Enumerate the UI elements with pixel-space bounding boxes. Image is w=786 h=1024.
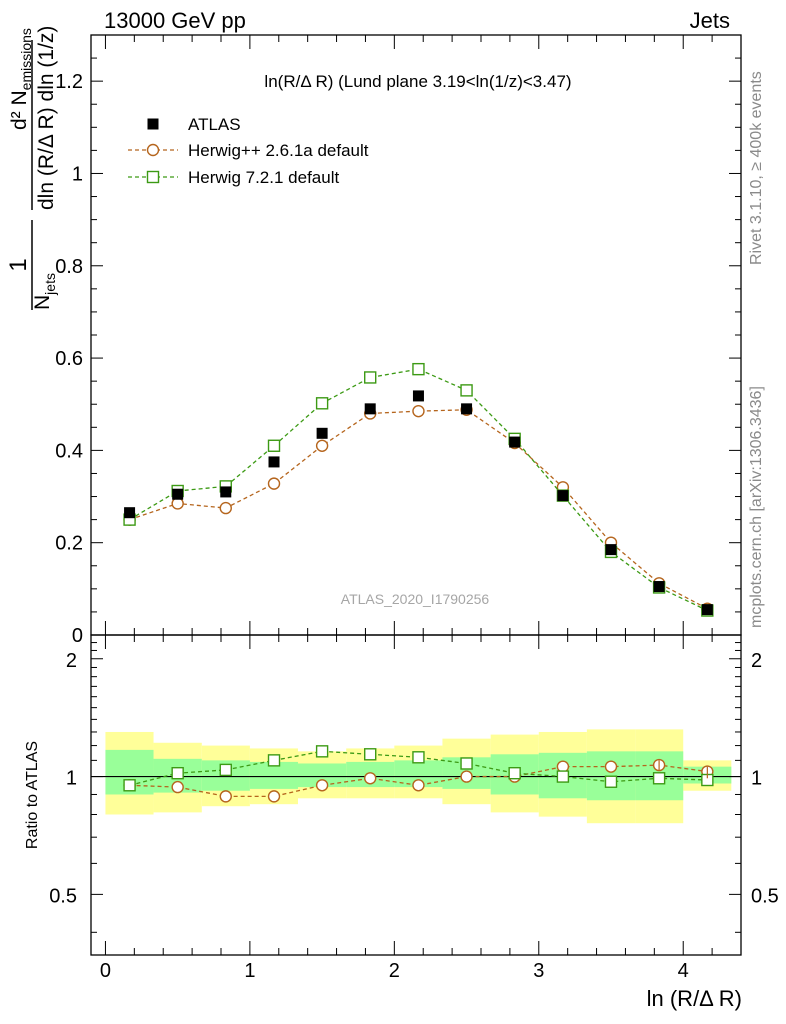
- ratio-y-tick-label-right: 2: [751, 650, 762, 672]
- main-atlas-point: [412, 390, 424, 402]
- ratio-herwig-7-2-1-default-point: [508, 767, 521, 780]
- ratio-herwig-2-6-1a-default-point: [364, 772, 377, 785]
- main-atlas-point: [701, 604, 713, 616]
- legend-atlas-marker: [147, 118, 159, 130]
- legend-herwig-2-6-1a-default-marker: [146, 143, 160, 157]
- ratio-herwig-7-2-1-default-point: [652, 772, 666, 785]
- main-herwig-7-2-1-default-point: [364, 371, 377, 384]
- main-y-label-d2n: d² Nemissions: [8, 28, 34, 130]
- ratio-herwig-2-6-1a-default-point: [267, 790, 281, 803]
- ratio-herwig-7-2-1-default-point: [171, 767, 184, 780]
- main-y-tick-label: 0: [72, 625, 83, 647]
- ratio-herwig-2-6-1a-default-point: [219, 790, 232, 803]
- main-atlas-point: [461, 403, 473, 415]
- ratio-y-tick-label-right: 0.5: [751, 885, 779, 907]
- ratio-frame: [90, 634, 742, 956]
- legend-herwig-7-2-1-default-marker: [146, 170, 160, 184]
- ratio-herwig-2-6-1a-default-point: [315, 779, 329, 792]
- main-atlas-point: [220, 486, 232, 498]
- legend: ATLAS Herwig++ 2.6.1a default Herwig 7.2.1…: [128, 115, 369, 187]
- ratio-axes: 0.5 0.5 1 1 2 2: [49, 642, 779, 933]
- ratio-herwig-7-2-1-default-point: [364, 748, 377, 761]
- main-y-label-frac-top: 1: [5, 258, 32, 271]
- analysis-id-label: ATLAS_2020_I1790256: [341, 591, 490, 607]
- main-atlas-point: [172, 488, 184, 500]
- legend-herwig-2-6-1a-default-label: Herwig++ 2.6.1a default: [188, 141, 369, 160]
- main-herwig-2-6-1a-default-point: [267, 477, 281, 490]
- main-y-tick-label: 0.2: [55, 533, 83, 555]
- legend-atlas-label: ATLAS: [188, 115, 241, 134]
- main-herwig-2-6-1a-default-line: [129, 409, 708, 610]
- ratio-herwig-2-6-1a-default-point: [604, 760, 618, 773]
- ratio-y-tick-label: 0.5: [49, 885, 77, 907]
- main-herwig-2-6-1a-default-point: [219, 501, 232, 515]
- main-y-label-njets: Njets: [31, 273, 58, 310]
- x-tick-label: 0: [100, 960, 111, 982]
- ratio-herwig-7-2-1-default-point: [412, 751, 425, 764]
- ratio-herwig-7-2-1-default-point: [219, 763, 232, 777]
- main-atlas-point: [605, 544, 617, 556]
- ratio-herwig-7-2-1-default-point: [556, 770, 570, 783]
- main-herwig-7-2-1-default-point: [460, 384, 473, 397]
- main-herwig-2-6-1a-default-point: [412, 404, 425, 418]
- ratio-stat-uncertainty-band: [297, 763, 347, 788]
- ratio-y-tick-label: 2: [66, 650, 77, 672]
- ratio-herwig-7-2-1-default-point: [315, 745, 329, 758]
- ratio-y-tick-label: 1: [66, 768, 77, 790]
- main-panel: ATLAS_2020_I1790256 ln(R/Δ R) (Lund plan…: [5, 26, 742, 647]
- main-atlas-point: [509, 436, 521, 448]
- jets-label: Jets: [690, 8, 730, 33]
- main-atlas-point: [124, 507, 136, 519]
- main-atlas-point: [364, 403, 376, 415]
- ratio-herwig-7-2-1-default-point: [267, 754, 281, 767]
- x-axis-label: ln (R/Δ R): [647, 986, 742, 1011]
- main-axes: 0 0.2 0.4 0.6 0.8 1 1.2: [55, 57, 741, 647]
- x-tick-label: 4: [678, 960, 689, 982]
- ratio-panel: 0.5 0.5 1 1 2 2 Ratio to ATLAS: [24, 634, 779, 956]
- main-y-tick-label: 1: [72, 163, 83, 185]
- rivet-version-label: Rivet 3.1.10, ≥ 400k events: [748, 71, 765, 265]
- main-atlas-point: [268, 456, 280, 468]
- main-y-tick-label: 1.2: [55, 71, 83, 93]
- ratio-herwig-7-2-1-default-point: [123, 779, 136, 792]
- main-title: ln(R/Δ R) (Lund plane 3.19<ln(1/z)<3.47): [264, 72, 571, 91]
- ratio-herwig-2-6-1a-default-point: [412, 779, 425, 792]
- ratio-herwig-2-6-1a-default-point: [460, 770, 473, 783]
- x-tick-label: 1: [244, 960, 255, 982]
- beam-energy-label: 13000 GeV pp: [104, 8, 246, 33]
- main-herwig-2-6-1a-default-point: [315, 439, 329, 452]
- main-y-tick-label: 0.4: [55, 440, 83, 462]
- x-axis: 0 1 2 3 4: [100, 35, 742, 982]
- ratio-y-axis-label: Ratio to ATLAS: [24, 741, 41, 849]
- main-atlas-point: [557, 490, 569, 502]
- x-tick-label: 2: [389, 960, 400, 982]
- ratio-herwig-7-2-1-default-point: [460, 757, 473, 770]
- main-y-axis-label: 1 Njets d² Nemissions dln (R/Δ R) dln (1…: [5, 26, 58, 310]
- ratio-herwig-2-6-1a-default-point: [171, 780, 184, 794]
- main-y-label-denominator: dln (R/Δ R) dln (1/z): [35, 26, 58, 210]
- main-y-tick-label: 0.6: [55, 348, 83, 370]
- legend-herwig-7-2-1-default-label: Herwig 7.2.1 default: [188, 168, 339, 187]
- ratio-data-marks: [123, 745, 714, 803]
- ratio-y-tick-label-right: 1: [751, 768, 762, 790]
- main-data-marks: [123, 362, 714, 617]
- x-tick-label: 3: [533, 960, 544, 982]
- main-herwig-7-2-1-default-point: [267, 439, 281, 452]
- main-atlas-point: [316, 427, 328, 439]
- main-herwig-7-2-1-default-point: [412, 362, 425, 376]
- main-herwig-7-2-1-default-point: [315, 397, 329, 410]
- ratio-herwig-7-2-1-default-point: [604, 775, 618, 788]
- main-atlas-point: [653, 581, 665, 593]
- mcplots-label: mcplots.cern.ch [arXiv:1306.3436]: [748, 386, 765, 628]
- main-y-tick-label: 0.8: [55, 256, 83, 278]
